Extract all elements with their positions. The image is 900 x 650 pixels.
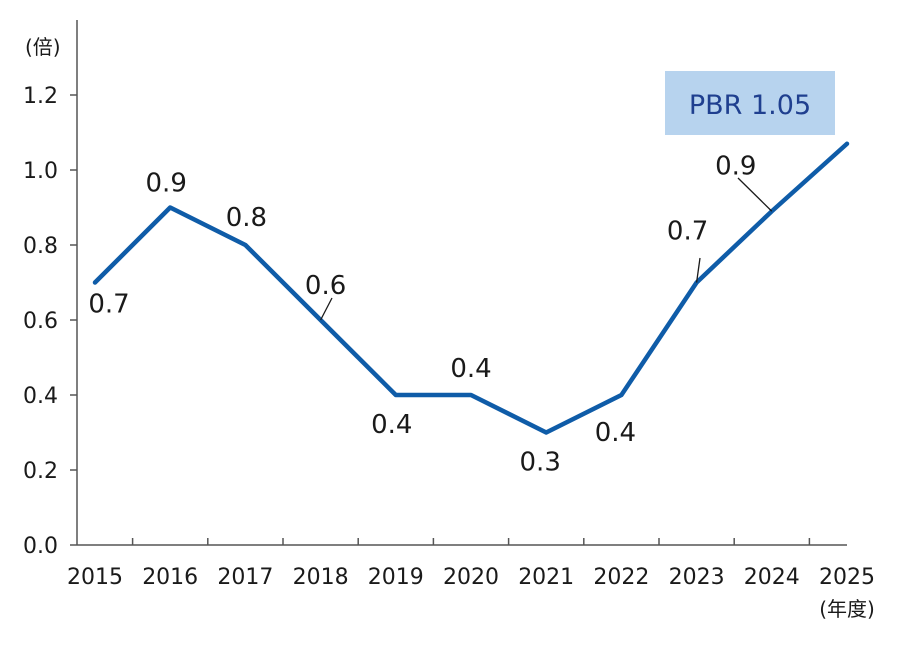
pbr-callout-text: PBR 1.05	[689, 90, 811, 121]
x-unit-label: (年度)	[819, 597, 875, 621]
x-tick-label: 2021	[518, 565, 574, 590]
y-tick-label: 1.0	[23, 159, 58, 184]
x-tick-label: 2020	[443, 565, 499, 590]
data-label: 0.9	[715, 151, 756, 181]
x-ticks: 2015 2016 2017 2018 2019 2020 2021 2022 2023 2024…	[67, 538, 875, 590]
leader-line	[695, 257, 701, 283]
x-tick-label: 2022	[593, 565, 649, 590]
y-tick-label: 0.6	[23, 309, 58, 334]
y-ticks: 0.0 0.2 0.4 0.6 0.8 1.0 1.2	[23, 84, 77, 559]
y-tick-label: 0.0	[23, 534, 58, 559]
x-tick-label: 2015	[67, 565, 123, 590]
x-tick-label: 2025	[819, 565, 875, 590]
x-tick-label: 2019	[368, 565, 424, 590]
data-label: 0.4	[450, 354, 491, 384]
x-tick-label: 2016	[142, 565, 198, 590]
data-label: 0.6	[305, 271, 346, 301]
y-tick-label: 1.2	[23, 84, 58, 109]
y-tick-label: 0.8	[23, 234, 58, 259]
y-tick-label: 0.2	[23, 459, 58, 484]
x-tick-label: 2018	[293, 565, 349, 590]
data-labels: 0.7 0.9 0.8 0.6 0.4 0.4 0.3 0.4 0.7 0.9	[88, 151, 756, 477]
leader-line	[737, 177, 773, 212]
leader-lines	[320, 177, 773, 321]
pbr-callout-box	[665, 71, 835, 135]
data-label: 0.3	[520, 448, 561, 478]
data-points	[94, 143, 848, 433]
data-label: 0.4	[595, 418, 636, 448]
series-line	[92, 141, 850, 435]
data-label: 0.9	[146, 169, 187, 199]
data-label: 0.4	[371, 410, 412, 440]
y-tick-label: 0.4	[23, 384, 58, 409]
leader-line	[320, 297, 333, 321]
x-tick-label: 2017	[217, 565, 273, 590]
x-tick-label: 2024	[744, 565, 800, 590]
data-label: 0.7	[667, 217, 708, 247]
data-label: 0.8	[226, 203, 267, 233]
axes	[76, 20, 847, 546]
y-unit-label: (倍)	[25, 35, 61, 59]
data-label: 0.7	[88, 290, 129, 320]
x-tick-label: 2023	[669, 565, 725, 590]
